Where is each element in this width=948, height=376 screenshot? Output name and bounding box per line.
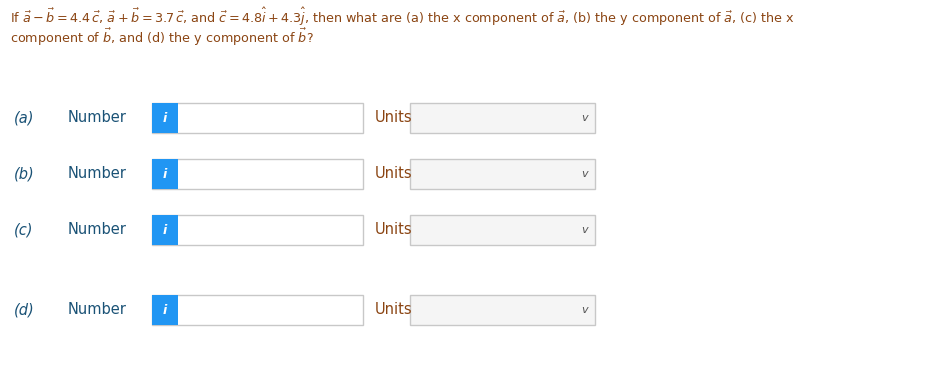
Text: (a): (a) xyxy=(14,111,34,126)
Text: Units: Units xyxy=(375,303,412,317)
FancyBboxPatch shape xyxy=(152,295,178,325)
FancyBboxPatch shape xyxy=(410,215,595,245)
Text: (b): (b) xyxy=(14,167,35,182)
Text: Units: Units xyxy=(375,223,412,238)
FancyBboxPatch shape xyxy=(152,215,363,245)
Text: Units: Units xyxy=(375,167,412,182)
Text: (c): (c) xyxy=(14,223,33,238)
Text: (d): (d) xyxy=(14,303,35,317)
Text: Number: Number xyxy=(68,223,127,238)
Text: Units: Units xyxy=(375,111,412,126)
Text: If $\vec{a} - \vec{b} = 4.4\,\vec{c}$, $\vec{a} + \vec{b} = 3.7\,\vec{c}$, and $: If $\vec{a} - \vec{b} = 4.4\,\vec{c}$, $… xyxy=(10,6,794,28)
Text: Number: Number xyxy=(68,111,127,126)
Text: Number: Number xyxy=(68,167,127,182)
Text: v: v xyxy=(582,305,589,315)
Text: v: v xyxy=(582,113,589,123)
Text: Number: Number xyxy=(68,303,127,317)
Text: i: i xyxy=(163,112,167,124)
FancyBboxPatch shape xyxy=(410,295,595,325)
FancyBboxPatch shape xyxy=(410,159,595,189)
FancyBboxPatch shape xyxy=(152,103,178,133)
Text: v: v xyxy=(582,169,589,179)
FancyBboxPatch shape xyxy=(152,159,363,189)
Text: v: v xyxy=(582,225,589,235)
Text: i: i xyxy=(163,303,167,317)
FancyBboxPatch shape xyxy=(152,103,363,133)
Text: i: i xyxy=(163,167,167,180)
Text: i: i xyxy=(163,223,167,237)
FancyBboxPatch shape xyxy=(410,103,595,133)
FancyBboxPatch shape xyxy=(152,159,178,189)
Text: component of $\vec{b}$, and (d) the y component of $\vec{b}$?: component of $\vec{b}$, and (d) the y co… xyxy=(10,27,314,48)
FancyBboxPatch shape xyxy=(152,295,363,325)
FancyBboxPatch shape xyxy=(152,215,178,245)
